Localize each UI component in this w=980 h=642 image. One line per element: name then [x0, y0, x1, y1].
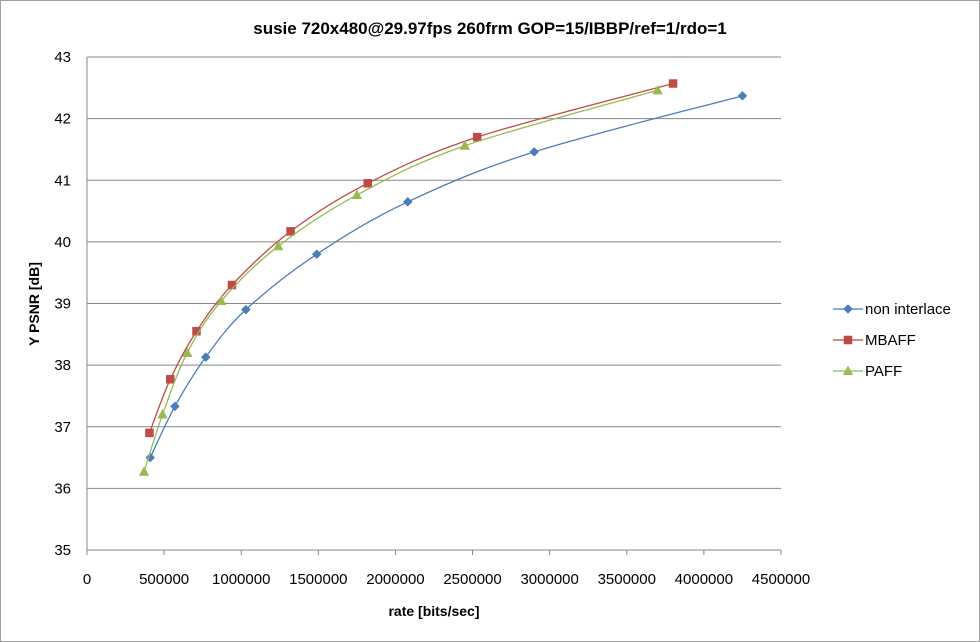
y-tick-label: 42 — [54, 111, 71, 128]
triangle-marker — [157, 408, 168, 419]
x-tick-label: 500000 — [139, 571, 189, 588]
diamond-marker — [240, 304, 251, 315]
gridlines — [87, 56, 781, 551]
y-tick-label: 43 — [54, 49, 71, 66]
legend-item: MBAFF — [833, 332, 916, 349]
x-tick-label: 2500000 — [443, 571, 501, 588]
triangle-marker — [182, 347, 193, 357]
triangle-marker — [138, 466, 150, 476]
legend-diamond-marker — [843, 304, 853, 314]
x-tick-label: 1000000 — [212, 571, 270, 588]
series-paff — [138, 84, 663, 476]
series-mbaff — [145, 79, 678, 438]
chart-title: susie 720x480@29.97fps 260frm GOP=15/IBB… — [253, 19, 727, 38]
x-tick-label: 0 — [83, 571, 91, 588]
diamond-marker — [311, 249, 322, 260]
triangle-marker — [351, 189, 363, 200]
square-marker — [145, 428, 154, 438]
triangle-marker — [459, 140, 471, 150]
legend-item: non interlace — [833, 301, 951, 318]
legend: non interlace MBAFF PAFF — [833, 301, 951, 380]
diamond-marker — [200, 352, 211, 362]
y-tick-label: 40 — [54, 234, 71, 251]
diamond-marker — [170, 401, 180, 412]
triangle-marker — [652, 84, 663, 95]
y-tick-label: 35 — [54, 542, 71, 559]
legend-triangle-marker — [842, 365, 854, 376]
x-tick-label: 4500000 — [752, 571, 810, 588]
legend-label: PAFF — [865, 363, 902, 380]
legend-label: MBAFF — [865, 332, 916, 349]
y-axis-title: Y PSNR [dB] — [26, 262, 42, 346]
diamond-marker — [737, 90, 748, 101]
y-tick-label: 38 — [54, 357, 71, 374]
series-line — [143, 89, 658, 472]
y-tick-label: 36 — [54, 480, 71, 497]
square-marker — [472, 132, 482, 142]
x-tick-label: 2000000 — [366, 571, 424, 588]
axes — [86, 57, 782, 555]
legend-square-marker — [843, 335, 853, 345]
y-tick-label: 39 — [54, 296, 71, 313]
y-tick-label: 37 — [54, 419, 71, 436]
y-tick-label: 41 — [54, 172, 71, 189]
triangle-marker — [273, 240, 284, 251]
diamond-marker — [402, 196, 413, 207]
x-tick-label: 3500000 — [598, 571, 656, 588]
x-tick-label: 4000000 — [675, 571, 733, 588]
x-axis-title: rate [bits/sec] — [388, 603, 479, 619]
legend-label: non interlace — [865, 301, 951, 318]
square-marker — [668, 79, 678, 88]
series-non-interlace — [145, 90, 748, 463]
legend-item: PAFF — [833, 363, 902, 380]
x-tick-labels: 0 500000 1000000 1500000 2000000 2500000 30000… — [83, 571, 810, 588]
square-marker — [286, 227, 295, 236]
x-tick-label: 3000000 — [520, 571, 578, 588]
square-marker — [363, 179, 372, 188]
series-line — [148, 82, 674, 434]
series-group — [138, 79, 748, 476]
triangle-marker — [215, 295, 227, 306]
x-tick-label: 1500000 — [289, 571, 347, 588]
diamond-marker — [529, 147, 540, 157]
y-tick-labels: 35 36 37 38 39 40 41 42 43 — [54, 49, 71, 559]
square-marker — [166, 375, 175, 384]
